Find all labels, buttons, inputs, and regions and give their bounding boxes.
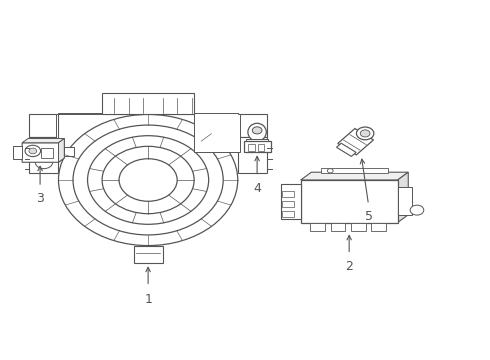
Circle shape — [102, 146, 194, 214]
Polygon shape — [301, 172, 408, 180]
Polygon shape — [29, 114, 58, 138]
Polygon shape — [22, 139, 64, 162]
Polygon shape — [338, 129, 373, 155]
Polygon shape — [134, 246, 163, 263]
Polygon shape — [320, 168, 389, 173]
FancyBboxPatch shape — [248, 144, 255, 151]
Circle shape — [360, 130, 370, 137]
Polygon shape — [397, 187, 412, 215]
Text: 1: 1 — [144, 293, 152, 306]
Circle shape — [35, 156, 53, 168]
FancyBboxPatch shape — [310, 222, 325, 231]
FancyBboxPatch shape — [258, 144, 265, 151]
Polygon shape — [194, 113, 240, 152]
FancyBboxPatch shape — [41, 148, 53, 158]
Text: 2: 2 — [345, 260, 353, 273]
Circle shape — [29, 148, 37, 154]
Polygon shape — [102, 93, 194, 114]
Polygon shape — [104, 97, 143, 114]
Polygon shape — [301, 180, 397, 222]
Circle shape — [119, 159, 177, 201]
Polygon shape — [64, 147, 74, 156]
FancyBboxPatch shape — [351, 222, 366, 231]
Circle shape — [410, 205, 424, 215]
Polygon shape — [397, 172, 408, 222]
FancyBboxPatch shape — [282, 201, 294, 207]
Polygon shape — [238, 138, 267, 173]
Circle shape — [252, 127, 262, 134]
Polygon shape — [13, 146, 22, 159]
Circle shape — [25, 145, 41, 157]
Polygon shape — [58, 139, 64, 162]
Polygon shape — [22, 139, 64, 143]
Polygon shape — [281, 184, 301, 219]
Circle shape — [58, 114, 238, 246]
FancyBboxPatch shape — [331, 222, 345, 231]
Text: 3: 3 — [36, 192, 44, 206]
Polygon shape — [56, 113, 102, 152]
Polygon shape — [153, 97, 192, 114]
FancyBboxPatch shape — [371, 222, 386, 231]
Polygon shape — [244, 141, 270, 152]
Circle shape — [88, 136, 209, 224]
FancyBboxPatch shape — [282, 191, 294, 197]
Circle shape — [356, 127, 374, 140]
Ellipse shape — [248, 123, 267, 141]
FancyBboxPatch shape — [282, 211, 294, 217]
Polygon shape — [238, 114, 267, 138]
Text: 5: 5 — [365, 210, 372, 223]
Circle shape — [327, 168, 333, 173]
Polygon shape — [29, 138, 58, 173]
Polygon shape — [337, 143, 356, 157]
Circle shape — [73, 125, 223, 235]
Polygon shape — [246, 139, 268, 142]
Text: 4: 4 — [253, 182, 261, 195]
